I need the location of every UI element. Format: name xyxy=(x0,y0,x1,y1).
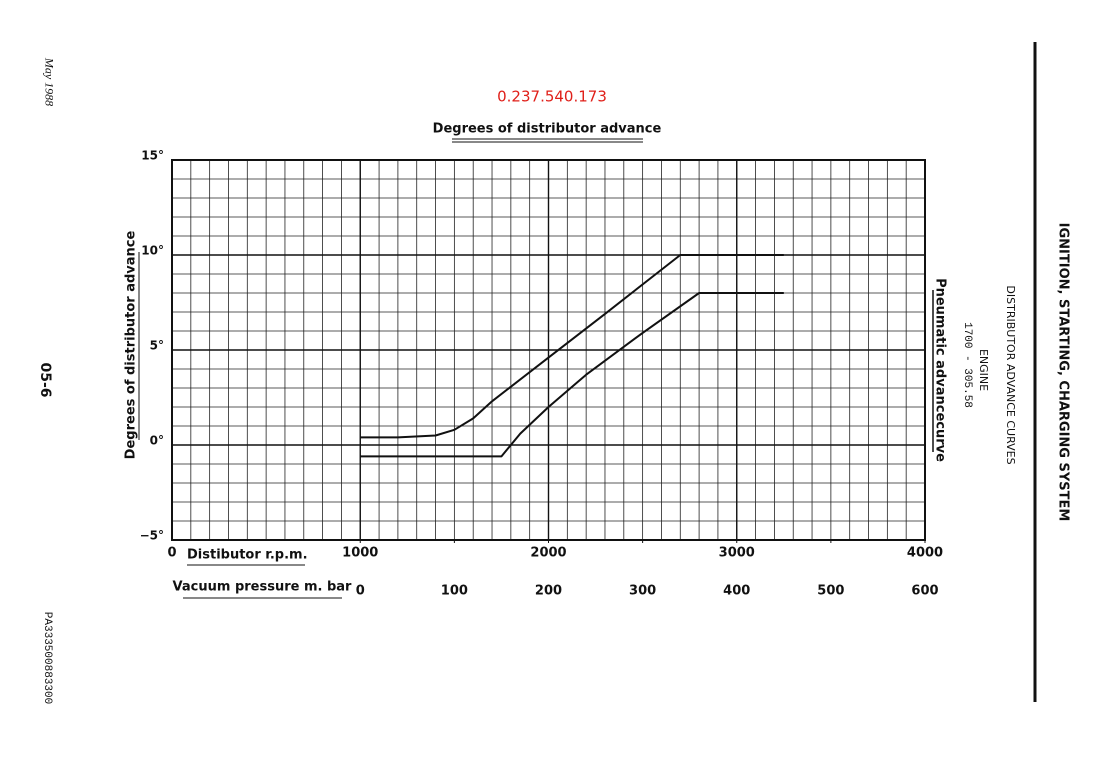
y-tick-label: 15° xyxy=(141,149,164,163)
x-tick-label: 3000 xyxy=(719,546,755,561)
chart-title: Degrees of distributor advance xyxy=(433,122,662,137)
part-number: 0.237.540.173 xyxy=(497,88,607,106)
x2-tick-label: 100 xyxy=(441,584,468,599)
plot: −5° 0° 5° 10° 15° 0 1000 2000 3000 4000 0 100 200 300… xyxy=(140,149,944,599)
engine-code: 1700 - 305.58 xyxy=(961,322,973,408)
x-axis-label: Distibutor r.p.m. xyxy=(187,548,308,563)
y-axis-label: Degrees of distributor advance xyxy=(124,230,139,459)
advance-curve xyxy=(360,254,784,439)
date: May 1988 xyxy=(42,57,56,106)
x2-tick-label: 300 xyxy=(629,584,656,599)
reference: PA333500883300 xyxy=(41,612,53,704)
y-tick-label: −5° xyxy=(140,529,164,543)
engine-label: ENGINE xyxy=(977,349,990,391)
annotation: Pneumatic advancecurve xyxy=(933,278,948,462)
subsection-title: DISTRIBUTOR ADVANCE CURVES xyxy=(1004,285,1017,464)
page-number: 05-6 xyxy=(37,362,53,397)
x2-tick-label: 400 xyxy=(723,584,750,599)
y-tick-label: 10° xyxy=(141,244,164,258)
plot-frame xyxy=(171,159,926,541)
x2-tick-label: 500 xyxy=(817,584,844,599)
section-title: IGNITION, STARTING, CHARGING SYSTEM xyxy=(1056,223,1071,522)
y-tick-label: 5° xyxy=(150,339,164,353)
x2-tick-label: 600 xyxy=(911,584,938,599)
x-tick-label: 4000 xyxy=(907,546,943,561)
y-tick-label: 0° xyxy=(150,434,164,448)
x2-tick-label: 0 xyxy=(356,584,365,599)
x2-axis-label: Vacuum pressure m. bar xyxy=(173,580,353,595)
x2-tick-label: 200 xyxy=(535,584,562,599)
x-tick-label: 1000 xyxy=(342,546,378,561)
advance-curve xyxy=(360,292,784,458)
x-tick-label: 0 xyxy=(167,546,176,561)
x-tick-label: 2000 xyxy=(530,546,566,561)
